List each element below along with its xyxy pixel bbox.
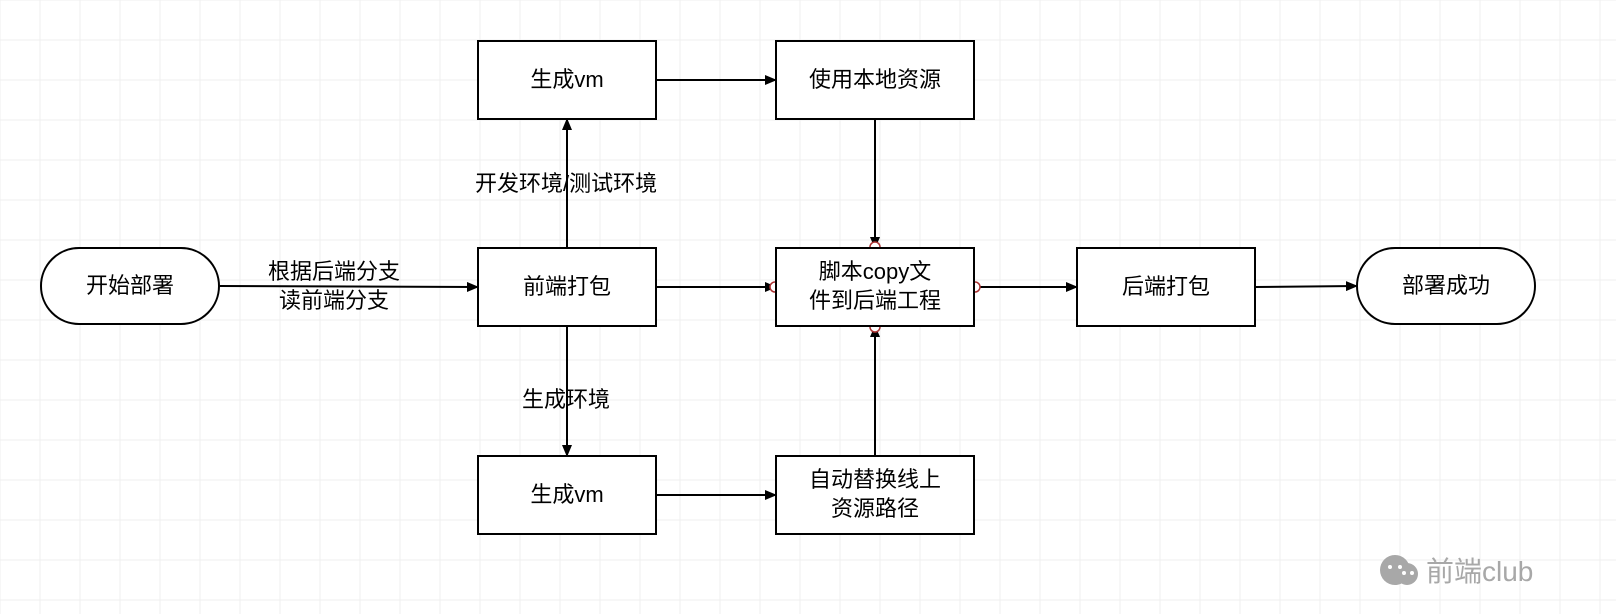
wechat-icon: [1380, 551, 1418, 589]
edge-label-start-fe_build: 根据后端分支 读前端分支: [268, 258, 400, 315]
node-vm_bot: 生成vm: [477, 455, 657, 535]
node-local_res: 使用本地资源: [775, 40, 975, 120]
watermark-text: 前端club: [1426, 550, 1533, 590]
flowchart-canvas: 前端club 开始部署前端打包生成vm使用本地资源脚本copy文 件到后端工程生…: [0, 0, 1616, 614]
node-done: 部署成功: [1356, 247, 1536, 325]
edge-label-fe_build-vm_bot: 生成环境: [522, 386, 610, 415]
node-replace: 自动替换线上 资源路径: [775, 455, 975, 535]
watermark: 前端club: [1380, 550, 1533, 590]
node-copy: 脚本copy文 件到后端工程: [775, 247, 975, 327]
node-fe_build: 前端打包: [477, 247, 657, 327]
node-start: 开始部署: [40, 247, 220, 325]
node-vm_top: 生成vm: [477, 40, 657, 120]
node-be_build: 后端打包: [1076, 247, 1256, 327]
edge-label-fe_build-vm_top: 开发环境/测试环境: [475, 170, 657, 199]
